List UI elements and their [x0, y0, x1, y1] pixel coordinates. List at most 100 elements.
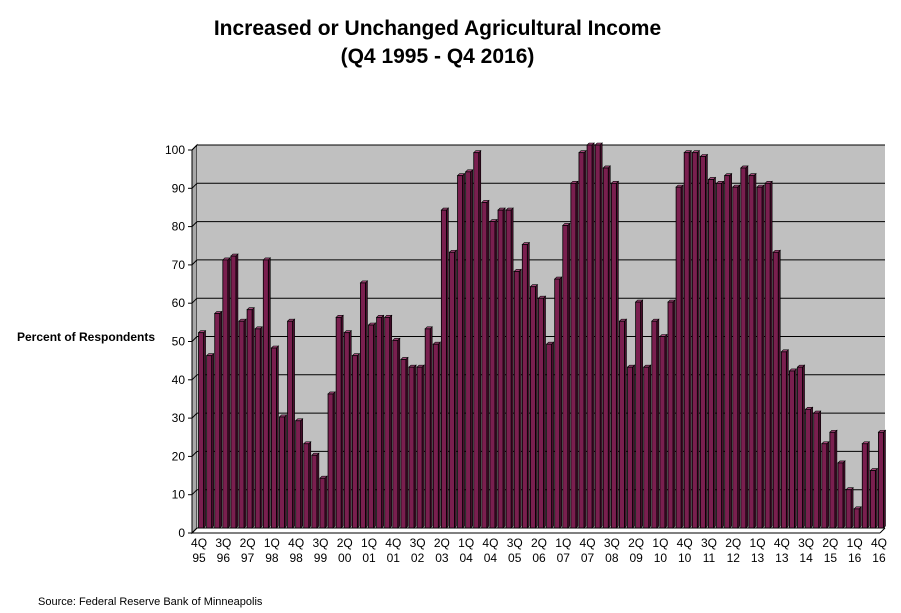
x-tick-label-quarter: 4Q	[677, 536, 693, 550]
bar	[238, 318, 247, 529]
bar	[642, 364, 652, 529]
bar	[222, 257, 231, 529]
x-tick-label-year: 07	[581, 551, 595, 565]
bar	[562, 222, 571, 529]
gridline-depth	[191, 527, 198, 534]
bar	[764, 180, 773, 529]
bar	[634, 299, 644, 529]
bar	[691, 149, 701, 529]
x-tick-label-year: 00	[338, 551, 352, 565]
bar	[821, 441, 830, 529]
bar	[424, 326, 433, 529]
bar	[780, 349, 790, 529]
bar	[246, 306, 255, 529]
bar	[659, 333, 668, 529]
gridline-depth	[191, 489, 198, 496]
x-tick-label-quarter: 4Q	[774, 536, 790, 550]
x-tick-label-year: 01	[362, 551, 376, 565]
x-tick-label-quarter: 1Q	[847, 536, 863, 550]
x-tick-label-year: 08	[605, 551, 619, 565]
bar	[456, 172, 466, 529]
x-tick-label-quarter: 1Q	[555, 536, 571, 550]
x-tick-label-quarter: 3Q	[604, 536, 620, 550]
x-tick-label-quarter: 4Q	[288, 536, 304, 550]
bar	[610, 180, 620, 529]
y-tick-label: 30	[172, 411, 186, 425]
x-tick-label-quarter: 2Q	[240, 536, 256, 550]
x-tick-label-year: 04	[459, 551, 473, 565]
y-tick-label: 60	[172, 296, 186, 310]
y-tick-label: 80	[172, 220, 186, 234]
x-tick-label-year: 96	[217, 551, 231, 565]
x-tick-label-year: 12	[727, 551, 741, 565]
bar	[464, 169, 474, 529]
x-tick-label-quarter: 3Q	[701, 536, 717, 550]
y-tick-label: 70	[172, 258, 186, 272]
bar	[812, 410, 822, 529]
x-tick-label-quarter: 3Q	[798, 536, 814, 550]
y-axis-label: Percent of Respondents	[17, 330, 156, 344]
bar	[262, 257, 272, 529]
bar	[594, 142, 603, 529]
y-tick-label: 10	[172, 488, 186, 502]
y-tick-label: 40	[172, 373, 186, 387]
x-tick-label-quarter: 1Q	[264, 536, 280, 550]
bar	[521, 241, 531, 529]
x-tick-label-year: 02	[411, 551, 425, 565]
x-tick-label-year: 10	[678, 551, 692, 565]
bar	[553, 276, 563, 529]
x-tick-label-year: 10	[654, 551, 668, 565]
bar	[481, 199, 490, 529]
bar	[294, 418, 304, 529]
bar	[400, 356, 409, 529]
x-tick-label-year: 14	[799, 551, 813, 565]
bar	[667, 299, 676, 529]
x-tick-label-quarter: 1Q	[750, 536, 766, 550]
x-tick-label-quarter: 4Q	[871, 536, 887, 550]
bar	[869, 467, 879, 529]
bar	[723, 172, 733, 529]
x-tick-label-year: 16	[872, 551, 886, 565]
gridline-depth	[191, 297, 198, 304]
bar	[505, 207, 514, 529]
x-tick-label-quarter: 2Q	[434, 536, 450, 550]
y-tick-label: 100	[165, 143, 185, 157]
bar	[473, 149, 482, 529]
bar	[675, 184, 684, 529]
x-tick-label-quarter: 3Q	[410, 536, 426, 550]
bar	[715, 180, 725, 529]
x-tick-label-year: 03	[435, 551, 449, 565]
bar	[359, 280, 369, 529]
bar	[570, 180, 579, 529]
bar	[286, 318, 296, 529]
bar	[837, 460, 846, 529]
x-tick-label-quarter: 4Q	[580, 536, 596, 550]
gridline-depth	[191, 412, 198, 419]
x-tick-label-quarter: 4Q	[385, 536, 401, 550]
gridline-depth	[191, 336, 198, 342]
x-tick-label-year: 06	[532, 551, 546, 565]
bar	[448, 249, 458, 529]
bar	[537, 295, 547, 529]
x-axis-ticks: 4Q953Q962Q971Q984Q983Q992Q001Q014Q013Q02…	[191, 536, 887, 565]
x-tick-label-year: 16	[848, 551, 862, 565]
y-tick-label: 0	[178, 526, 185, 540]
bar	[230, 253, 239, 529]
floor-edge	[879, 527, 886, 534]
gridline-depth	[191, 374, 198, 381]
bar	[578, 149, 587, 529]
bar	[772, 249, 781, 529]
y-tick-label: 90	[172, 181, 186, 195]
bar	[756, 184, 765, 529]
gridline-depth	[191, 451, 198, 457]
bar	[408, 364, 417, 529]
bar	[707, 176, 717, 529]
bar	[788, 368, 798, 529]
chart-subtitle: (Q4 1995 - Q4 2016)	[340, 45, 535, 68]
x-tick-label-year: 99	[314, 551, 328, 565]
x-tick-label-quarter: 1Q	[361, 536, 377, 550]
bars	[197, 142, 887, 529]
x-tick-label-quarter: 2Q	[337, 536, 353, 550]
bar	[748, 172, 757, 529]
